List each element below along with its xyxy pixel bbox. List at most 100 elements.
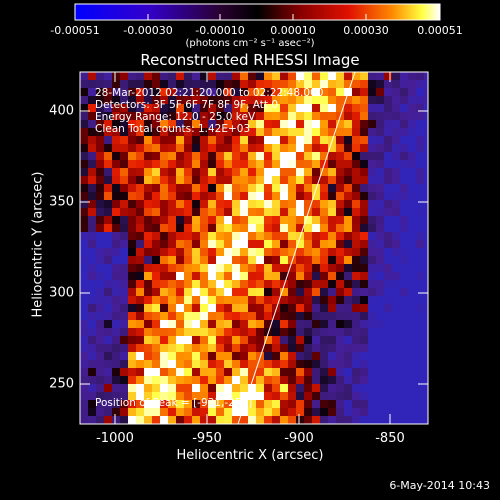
- image-pixel: [400, 400, 408, 408]
- image-pixel: [256, 336, 264, 344]
- image-pixel: [112, 416, 120, 424]
- image-pixel: [280, 408, 288, 416]
- image-pixel: [288, 304, 296, 312]
- image-pixel: [312, 224, 320, 232]
- image-pixel: [296, 168, 304, 176]
- image-pixel: [96, 352, 104, 360]
- image-pixel: [240, 128, 248, 136]
- image-pixel: [288, 328, 296, 336]
- image-pixel: [328, 256, 336, 264]
- image-pixel: [248, 376, 256, 384]
- image-pixel: [224, 280, 232, 288]
- image-pixel: [192, 296, 200, 304]
- image-pixel: [400, 216, 408, 224]
- image-pixel: [360, 168, 368, 176]
- image-pixel: [112, 80, 120, 88]
- image-pixel: [248, 352, 256, 360]
- image-pixel: [328, 296, 336, 304]
- colorbar-tick-label: -0.00051: [50, 24, 100, 37]
- image-pixel: [96, 272, 104, 280]
- image-pixel: [168, 72, 176, 80]
- image-pixel: [160, 72, 168, 80]
- image-pixel: [264, 400, 272, 408]
- image-pixel: [264, 408, 272, 416]
- image-pixel: [376, 352, 384, 360]
- image-pixel: [256, 256, 264, 264]
- image-pixel: [304, 336, 312, 344]
- image-pixel: [192, 112, 200, 120]
- image-pixel: [184, 312, 192, 320]
- image-pixel: [256, 240, 264, 248]
- image-pixel: [200, 296, 208, 304]
- image-pixel: [176, 128, 184, 136]
- image-pixel: [304, 416, 312, 424]
- image-pixel: [144, 144, 152, 152]
- image-pixel: [80, 104, 88, 112]
- image-pixel: [280, 288, 288, 296]
- image-pixel: [360, 280, 368, 288]
- image-pixel: [144, 128, 152, 136]
- image-pixel: [80, 200, 88, 208]
- image-pixel: [96, 224, 104, 232]
- image-pixel: [208, 128, 216, 136]
- image-pixel: [424, 288, 428, 296]
- image-pixel: [408, 160, 416, 168]
- image-pixel: [360, 136, 368, 144]
- image-pixel: [240, 88, 248, 96]
- image-pixel: [296, 384, 304, 392]
- image-pixel: [336, 224, 344, 232]
- image-pixel: [96, 328, 104, 336]
- image-pixel: [416, 344, 424, 352]
- image-pixel: [176, 240, 184, 248]
- image-pixel: [240, 392, 248, 400]
- image-pixel: [216, 360, 224, 368]
- image-pixel: [312, 168, 320, 176]
- image-pixel: [344, 392, 352, 400]
- image-pixel: [264, 352, 272, 360]
- plot-title: Reconstructed RHESSI Image: [140, 51, 360, 69]
- image-pixel: [312, 96, 320, 104]
- image-pixel: [304, 200, 312, 208]
- image-pixel: [408, 88, 416, 96]
- image-pixel: [392, 344, 400, 352]
- image-pixel: [272, 376, 280, 384]
- image-pixel: [280, 216, 288, 224]
- image-pixel: [312, 216, 320, 224]
- image-pixel: [232, 288, 240, 296]
- image-pixel: [368, 264, 376, 272]
- image-pixel: [88, 384, 96, 392]
- image-pixel: [248, 232, 256, 240]
- image-pixel: [296, 288, 304, 296]
- image-pixel: [144, 208, 152, 216]
- image-pixel: [336, 128, 344, 136]
- image-pixel: [168, 120, 176, 128]
- image-pixel: [376, 288, 384, 296]
- image-pixel: [368, 272, 376, 280]
- image-pixel: [96, 304, 104, 312]
- image-pixel: [328, 352, 336, 360]
- image-pixel: [280, 336, 288, 344]
- image-pixel: [280, 208, 288, 216]
- image-pixel: [168, 296, 176, 304]
- image-pixel: [392, 112, 400, 120]
- image-pixel: [152, 208, 160, 216]
- image-pixel: [80, 160, 88, 168]
- image-pixel: [176, 248, 184, 256]
- image-pixel: [248, 280, 256, 288]
- image-pixel: [192, 120, 200, 128]
- image-pixel: [192, 216, 200, 224]
- image-pixel: [144, 240, 152, 248]
- image-pixel: [336, 368, 344, 376]
- image-pixel: [416, 328, 424, 336]
- image-pixel: [344, 368, 352, 376]
- image-pixel: [168, 384, 176, 392]
- image-pixel: [224, 208, 232, 216]
- image-pixel: [136, 192, 144, 200]
- image-pixel: [96, 336, 104, 344]
- image-pixel: [104, 192, 112, 200]
- image-pixel: [160, 392, 168, 400]
- image-pixel: [112, 200, 120, 208]
- image-pixel: [408, 184, 416, 192]
- y-tick-label: 300: [49, 285, 74, 301]
- image-pixel: [256, 280, 264, 288]
